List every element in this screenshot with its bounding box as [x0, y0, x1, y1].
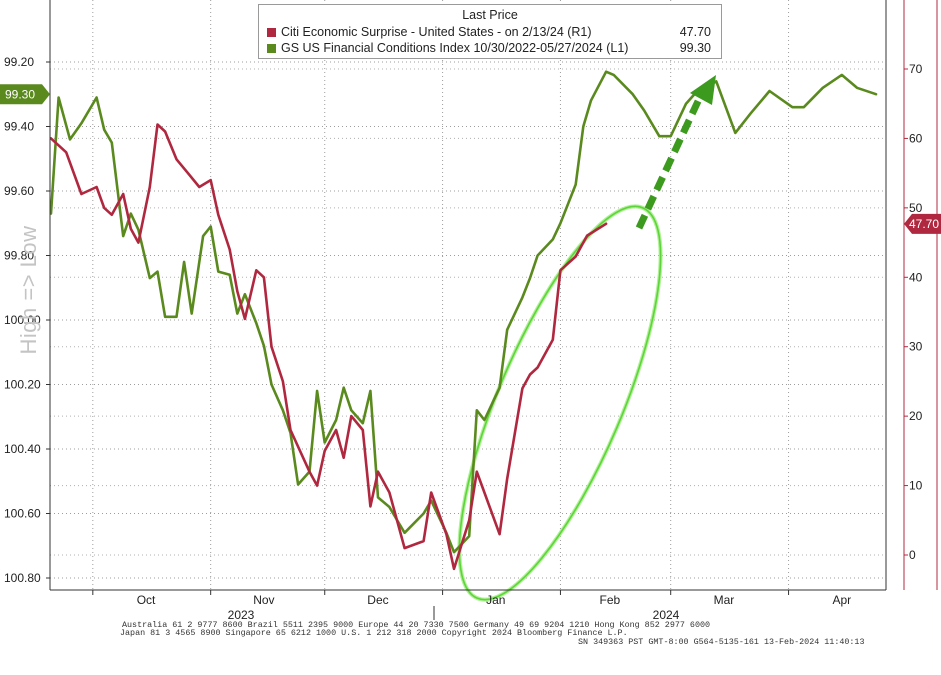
x-tick-label: Apr [832, 593, 851, 607]
series-line-citi [49, 123, 608, 571]
x-axis-ticks: Oct Nov Dec Jan Feb Mar Apr 2023 2024 [92, 590, 851, 622]
last-value-badge-gs [0, 84, 50, 105]
left-tick-label: 100.40 [4, 442, 41, 456]
legend: Last Price Citi Economic Surprise - Unit… [258, 4, 722, 59]
axes [49, 0, 938, 591]
right-tick-label: 0 [909, 548, 916, 562]
trend-arrow [635, 75, 716, 230]
x-tick-label: Nov [253, 593, 274, 607]
legend-label-gs: GS US Financial Conditions Index 10/30/2… [281, 41, 629, 55]
trend-arrow-shaft [635, 95, 704, 230]
grid-lines [50, 0, 886, 590]
left-tick-label: 100.00 [4, 313, 41, 327]
year-label-2023: 2023 [228, 608, 255, 622]
footer-line-2: Japan 81 3 4565 8900 Singapore 65 6212 1… [120, 628, 628, 638]
last-value-badge-citi [904, 213, 941, 234]
right-tick-label: 30 [909, 340, 923, 354]
legend-value-gs: 99.30 [679, 41, 711, 55]
right-tick-label: 20 [909, 409, 923, 423]
left-tick-label: 100.80 [4, 571, 41, 585]
highlight-ellipse [457, 204, 663, 602]
side-axis-label: High => Low [16, 225, 41, 355]
legend-header: Last Price [462, 8, 518, 22]
last-value-text-gs: 99.30 [5, 87, 35, 101]
series-line-gs [49, 70, 878, 554]
right-tick-label: 10 [909, 479, 923, 493]
last-value-text-citi: 47.70 [909, 217, 939, 231]
legend-entry-citi: Citi Economic Surprise - United States -… [267, 25, 715, 39]
highlight-ellipse-core [458, 205, 662, 601]
x-tick-label: Mar [714, 593, 735, 607]
legend-swatch-gs [267, 44, 276, 53]
left-tick-label: 99.40 [4, 120, 34, 134]
x-tick-label: Dec [367, 593, 388, 607]
series-lines [49, 70, 878, 571]
year-label-2024: 2024 [653, 608, 680, 622]
footer-line-1: Australia 61 2 9777 8600 Brazil 5511 239… [122, 620, 711, 630]
left-tick-label: 99.20 [4, 55, 34, 69]
x-tick-label: Jan [486, 593, 505, 607]
right-tick-label: 60 [909, 131, 923, 145]
trend-arrow-head [690, 75, 716, 105]
right-tick-label: 40 [909, 270, 923, 284]
right-tick-label: 50 [909, 201, 923, 215]
legend-label-citi: Citi Economic Surprise - United States -… [281, 25, 592, 39]
last-value-badges: 99.30 47.70 [0, 84, 941, 234]
x-tick-label: Feb [600, 593, 621, 607]
right-axis-ticks: 70 60 50 40 30 20 10 0 [904, 62, 923, 562]
left-tick-label: 99.60 [4, 184, 34, 198]
left-tick-label: 99.80 [4, 249, 34, 263]
legend-value-citi: 47.70 [679, 25, 711, 39]
x-tick-label: Oct [137, 593, 156, 607]
left-tick-label: 100.20 [4, 378, 41, 392]
right-tick-label: 70 [909, 62, 923, 76]
left-axis-ticks: 99.20 99.40 99.60 99.80 100.00 100.20 100.40 10… [4, 55, 50, 585]
legend-entry-gs: GS US Financial Conditions Index 10/30/2… [267, 41, 715, 55]
left-tick-label: 100.60 [4, 507, 41, 521]
footer-line-3: SN 349363 PST GMT-8:00 G564-5135-161 13-… [578, 637, 865, 647]
legend-swatch-citi [267, 28, 276, 37]
